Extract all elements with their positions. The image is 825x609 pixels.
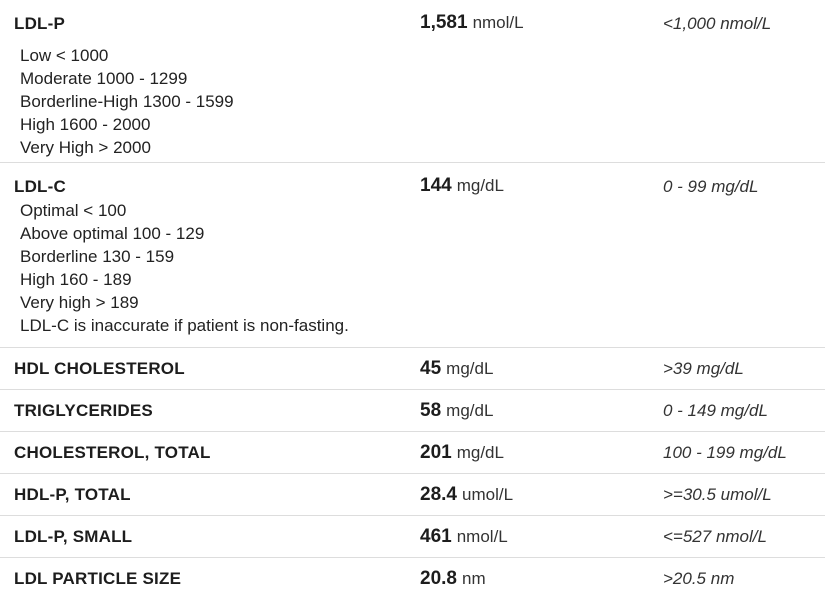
reference-range: <=527 nmol/L [663, 527, 767, 546]
note-line: Very High > 2000 [20, 138, 151, 157]
note-line: High 160 - 189 [20, 270, 132, 289]
reference-range: <1,000 nmol/L [663, 14, 772, 33]
note-line: Optimal < 100 [20, 201, 127, 220]
result-value: 28.4 umol/L [420, 484, 513, 506]
result-row-hdl-cholesterol: HDL CHOLESTEROL 45 mg/dL >39 mg/dL [0, 348, 825, 390]
result-row-ldl-p: LDL-P 1,581 nmol/L <1,000 nmol/L Low < 1… [0, 0, 825, 163]
interpretation-notes: Low < 1000 Moderate 1000 - 1299 Borderli… [20, 44, 234, 159]
test-name: HDL-P, TOTAL [14, 485, 131, 504]
reference-range: >=30.5 umol/L [663, 485, 772, 504]
value-unit: mg/dL [446, 359, 494, 378]
note-line: Above optimal 100 - 129 [20, 224, 205, 243]
reference-range: 100 - 199 mg/dL [663, 443, 787, 462]
test-name: LDL-P, SMALL [14, 527, 133, 546]
value-unit: nmol/L [456, 527, 508, 546]
result-value: 201 mg/dL [420, 442, 504, 464]
result-row-hdl-p-total: HDL-P, TOTAL 28.4 umol/L >=30.5 umol/L [0, 474, 825, 516]
value-number: 28.4 [420, 484, 457, 505]
result-row-ldl-c: LDL-C 144 mg/dL 0 - 99 mg/dL Optimal < 1… [0, 163, 825, 348]
note-line: Borderline-High 1300 - 1599 [20, 92, 234, 111]
reference-range: 0 - 149 mg/dL [663, 401, 768, 420]
result-row-cholesterol-total: CHOLESTEROL, TOTAL 201 mg/dL 100 - 199 m… [0, 432, 825, 474]
value-number: 45 [420, 358, 442, 379]
value-unit: mg/dL [446, 401, 494, 420]
test-name: TRIGLYCERIDES [14, 401, 153, 420]
value-unit: umol/L [462, 485, 514, 504]
test-name: LDL-C [14, 177, 66, 196]
result-value: 58 mg/dL [420, 400, 493, 422]
result-value: 20.8 nm [420, 568, 486, 590]
value-number: 461 [420, 526, 452, 547]
result-row-ldl-p-small: LDL-P, SMALL 461 nmol/L <=527 nmol/L [0, 516, 825, 558]
interpretation-notes: Optimal < 100 Above optimal 100 - 129 Bo… [20, 199, 349, 337]
reference-range: >39 mg/dL [663, 359, 744, 378]
result-row-triglycerides: TRIGLYCERIDES 58 mg/dL 0 - 149 mg/dL [0, 390, 825, 432]
result-value: 144 mg/dL [420, 175, 504, 197]
test-name: LDL-P [14, 14, 66, 33]
note-line: Moderate 1000 - 1299 [20, 69, 188, 88]
note-line: Borderline 130 - 159 [20, 247, 175, 266]
value-number: 144 [420, 175, 452, 196]
value-number: 201 [420, 442, 452, 463]
value-unit: mg/dL [456, 443, 504, 462]
result-value: 461 nmol/L [420, 526, 508, 548]
value-unit: nm [462, 569, 486, 588]
note-line: Low < 1000 [20, 46, 109, 65]
test-name: HDL CHOLESTEROL [14, 359, 185, 378]
value-unit: mg/dL [456, 176, 504, 195]
result-value: 45 mg/dL [420, 358, 493, 380]
result-row-ldl-particle-size: LDL PARTICLE SIZE 20.8 nm >20.5 nm [0, 558, 825, 600]
test-name: LDL PARTICLE SIZE [14, 569, 182, 588]
value-number: 1,581 [420, 12, 468, 33]
value-number: 58 [420, 400, 442, 421]
result-value: 1,581 nmol/L [420, 12, 524, 34]
reference-range: 0 - 99 mg/dL [663, 177, 759, 196]
reference-range: >20.5 nm [663, 569, 735, 588]
test-name: CHOLESTEROL, TOTAL [14, 443, 211, 462]
note-line: LDL-C is inaccurate if patient is non-fa… [20, 316, 349, 335]
note-line: Very high > 189 [20, 293, 139, 312]
note-line: High 1600 - 2000 [20, 115, 151, 134]
value-unit: nmol/L [472, 13, 524, 32]
value-number: 20.8 [420, 568, 457, 589]
